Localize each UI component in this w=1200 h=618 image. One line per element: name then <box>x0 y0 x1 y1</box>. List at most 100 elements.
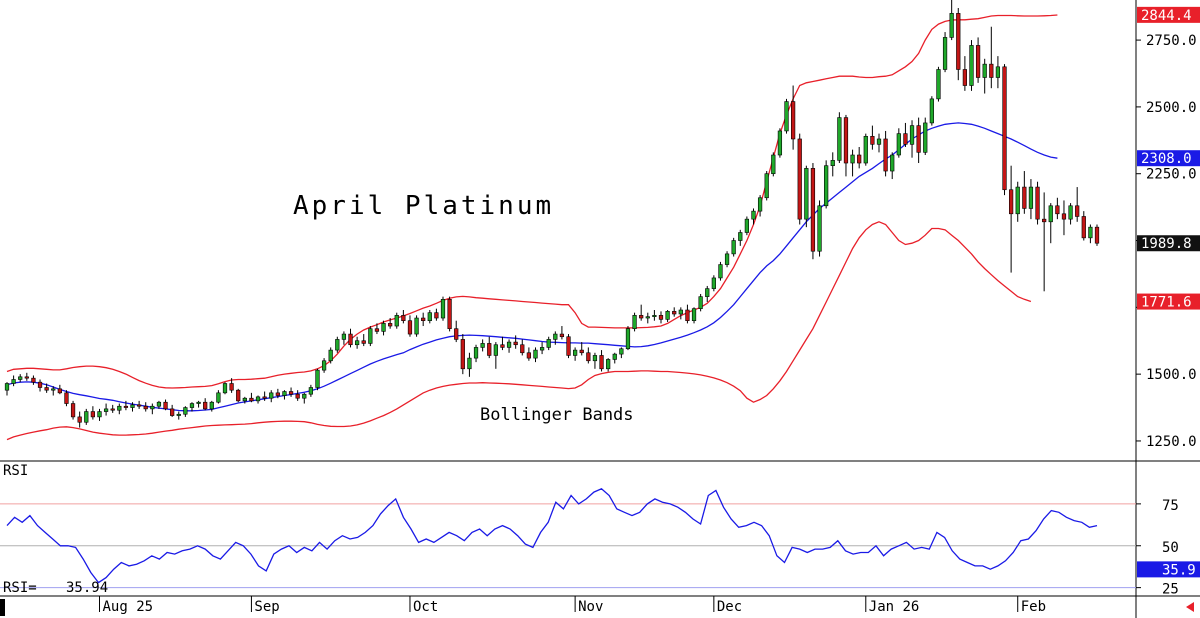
up-candle-body <box>698 296 703 309</box>
up-candle-body <box>130 404 135 408</box>
up-candle-body <box>724 253 730 265</box>
rsi-axis: 25 50 75 <box>1136 498 1179 598</box>
candle <box>857 146 862 169</box>
candle <box>1094 224 1100 246</box>
candle <box>929 96 934 126</box>
candle <box>645 312 650 324</box>
price-badge-bg <box>1137 6 1200 23</box>
rsi-badge: 35.9 <box>1137 561 1200 578</box>
down-candle-body <box>1035 186 1040 220</box>
up-candle-body <box>335 339 340 351</box>
up-candle-body <box>4 383 10 391</box>
candle <box>44 383 49 393</box>
up-candle-body <box>282 391 287 396</box>
up-candle-body <box>777 130 783 156</box>
down-candle-body <box>916 125 921 153</box>
candle <box>315 368 320 391</box>
up-candle-body <box>936 69 941 100</box>
candle <box>824 160 829 209</box>
candle <box>51 386 56 396</box>
candle <box>31 375 36 385</box>
candle <box>691 307 697 324</box>
up-candle-body <box>196 401 201 404</box>
candle <box>222 382 228 395</box>
price-tick-label: 1250.0 <box>1146 434 1197 450</box>
candle <box>757 195 763 217</box>
candle <box>876 133 882 153</box>
up-candle-body <box>355 340 360 346</box>
candle <box>817 200 822 257</box>
up-candle-body <box>328 349 333 362</box>
candle <box>143 402 148 412</box>
candle <box>1035 181 1040 225</box>
down-candle-body <box>236 389 241 402</box>
up-candle-body <box>982 63 987 78</box>
candle <box>37 379 43 392</box>
rsi-readout-label: RSI= <box>3 580 37 596</box>
up-candle-body <box>969 45 974 86</box>
up-candle-body <box>493 344 498 356</box>
candle <box>639 304 644 321</box>
down-candle-body <box>249 397 254 402</box>
down-candle-body <box>37 381 43 388</box>
candle <box>658 311 664 324</box>
upper-band-line <box>6 14 1058 389</box>
down-candle-body <box>1042 218 1047 223</box>
candle <box>97 408 102 421</box>
up-candle-body <box>222 383 228 394</box>
candle <box>751 208 756 225</box>
scroll-arrow-icon[interactable] <box>1186 602 1194 612</box>
up-candle-body <box>830 160 835 166</box>
up-candle-body <box>929 98 934 124</box>
down-candle-body <box>956 13 961 70</box>
down-candle-body <box>883 138 888 172</box>
candle <box>956 8 961 81</box>
price-tick-label: 2500.0 <box>1146 100 1197 116</box>
candle <box>573 347 578 361</box>
candle <box>388 318 393 329</box>
candle <box>533 347 538 363</box>
up-candle-body <box>942 37 948 70</box>
chart-title: April Platinum <box>293 191 554 221</box>
down-candle-body <box>579 349 584 354</box>
down-candle-body <box>64 392 69 404</box>
candle <box>493 342 498 369</box>
up-candle-body <box>321 360 327 371</box>
down-candle-body <box>348 333 353 346</box>
scroll-left-handle[interactable] <box>0 599 5 616</box>
candle <box>460 334 465 375</box>
candle <box>837 112 842 164</box>
up-candle-body <box>678 309 683 315</box>
up-candle-body <box>619 348 624 355</box>
up-candle-body <box>837 117 842 161</box>
up-candle-body <box>480 343 485 348</box>
price-badge-label: 1989.8 <box>1141 236 1192 252</box>
bollinger-bands <box>6 14 1058 441</box>
price-tick-label: 2250.0 <box>1146 167 1197 183</box>
up-candle-body <box>183 407 188 415</box>
down-candle-body <box>843 117 849 164</box>
up-candle-body <box>440 299 446 319</box>
up-candle-body <box>553 333 558 340</box>
candle <box>969 40 974 91</box>
candle <box>236 388 241 403</box>
candle <box>559 326 565 340</box>
candle <box>440 296 446 321</box>
up-candle-body <box>995 66 1001 78</box>
candle <box>117 403 122 415</box>
up-candle-body <box>242 397 247 402</box>
candle <box>625 326 631 351</box>
down-candle-body <box>163 401 168 410</box>
up-candle-body <box>949 13 954 38</box>
up-candle-body <box>302 393 307 399</box>
up-candle-body <box>394 315 399 327</box>
candle <box>850 149 855 177</box>
up-candle-body <box>652 315 657 317</box>
down-candle-body <box>1009 189 1014 215</box>
candle <box>394 312 399 329</box>
down-candle-body <box>77 416 82 423</box>
candle <box>216 390 221 404</box>
candle <box>982 58 987 94</box>
